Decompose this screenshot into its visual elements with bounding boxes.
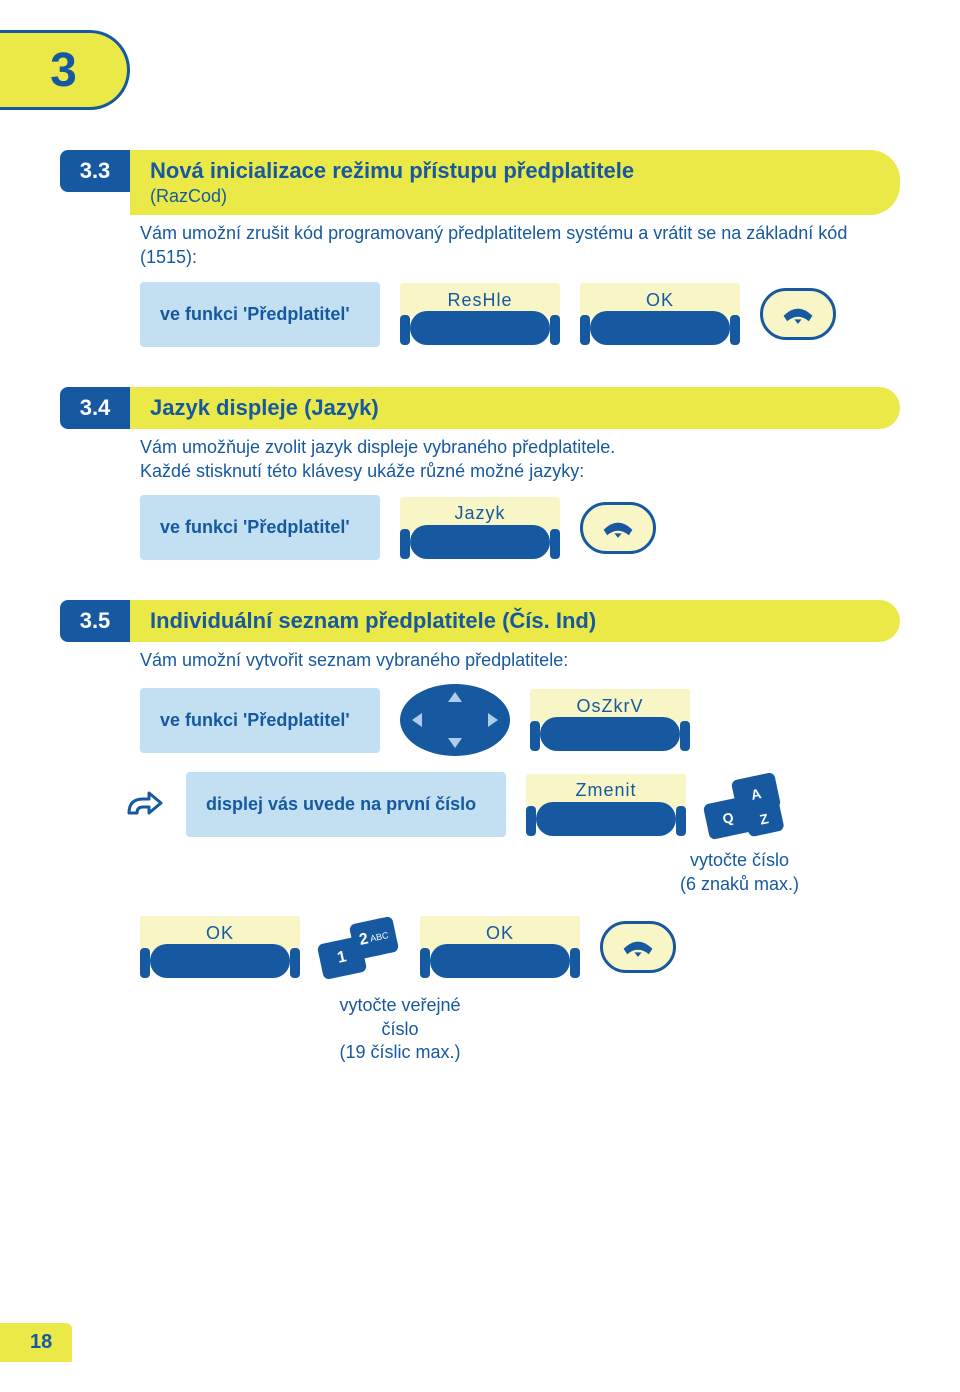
softkey-oszkrv[interactable]: OsZkrV	[530, 689, 690, 751]
arrow-right-icon	[120, 782, 166, 828]
section-subtitle: (RazCod)	[150, 186, 870, 207]
note-dial-chars: vytočte číslo (6 znaků max.)	[680, 849, 799, 896]
instruction-row: ve funkci 'Předplatitel' ResHle OK	[140, 282, 900, 347]
section-3-5: 3.5 Individuální seznam předplatitele (Č…	[60, 600, 900, 1064]
dpad-button[interactable]	[400, 684, 510, 756]
key-z[interactable]: Z	[743, 801, 784, 838]
softkey-ok[interactable]: OK	[580, 283, 740, 345]
function-label: ve funkci 'Předplatitel'	[140, 495, 380, 560]
function-label: ve funkci 'Předplatitel'	[140, 688, 380, 753]
section-body: Vám umožňuje zvolit jazyk displeje vybra…	[140, 435, 900, 484]
section-number: 3.5	[60, 600, 130, 642]
instruction-row: displej vás uvede na první číslo Zmenit …	[120, 772, 900, 837]
section-title: Individuální seznam předplatitele (Čís. …	[150, 608, 870, 634]
page-content: 3.3 Nová inicializace režimu přístupu př…	[60, 150, 900, 1064]
chapter-tab: 3	[0, 30, 130, 110]
hangup-button[interactable]	[600, 921, 676, 973]
section-header: 3.3 Nová inicializace režimu přístupu př…	[60, 150, 900, 215]
section-3-4: 3.4 Jazyk displeje (Jazyk) Vám umožňuje …	[60, 387, 900, 561]
instruction-row: ve funkci 'Předplatitel' OsZkrV	[140, 684, 900, 756]
section-title: Nová inicializace režimu přístupu předpl…	[150, 158, 870, 184]
key-2[interactable]: 2ABC	[349, 916, 400, 960]
step-label: displej vás uvede na první číslo	[186, 772, 506, 837]
function-label: ve funkci 'Předplatitel'	[140, 282, 380, 347]
section-body: Vám umožní zrušit kód programovaný předp…	[140, 221, 900, 270]
section-body: Vám umožní vytvořit seznam vybraného pře…	[140, 648, 900, 672]
softkey-jazyk[interactable]: Jazyk	[400, 497, 560, 559]
softkey-reshle[interactable]: ResHle	[400, 283, 560, 345]
note-row: vytočte číslo (6 znaků max.)	[680, 849, 900, 896]
section-title: Jazyk displeje (Jazyk)	[150, 395, 870, 421]
section-number: 3.4	[60, 387, 130, 429]
section-title-pill: Jazyk displeje (Jazyk)	[130, 387, 900, 429]
section-header: 3.5 Individuální seznam předplatitele (Č…	[60, 600, 900, 642]
softkey-ok[interactable]: OK	[420, 916, 580, 978]
section-header: 3.4 Jazyk displeje (Jazyk)	[60, 387, 900, 429]
instruction-row: OK 1 2ABC OK	[140, 916, 900, 978]
instruction-row: ve funkci 'Předplatitel' Jazyk	[140, 495, 900, 560]
section-number: 3.3	[60, 150, 130, 192]
keypad-letters[interactable]: Q A Z	[706, 774, 786, 836]
hangup-button[interactable]	[760, 288, 836, 340]
hangup-button[interactable]	[580, 502, 656, 554]
section-title-pill: Nová inicializace režimu přístupu předpl…	[130, 150, 900, 215]
keypad-numbers[interactable]: 1 2ABC	[320, 916, 400, 978]
softkey-zmenit[interactable]: Zmenit	[526, 774, 686, 836]
section-title-pill: Individuální seznam předplatitele (Čís. …	[130, 600, 900, 642]
softkey-ok[interactable]: OK	[140, 916, 300, 978]
section-3-3: 3.3 Nová inicializace režimu přístupu př…	[60, 150, 900, 347]
page-number: 18	[0, 1323, 72, 1362]
note-dial-digits: vytočte veřejné číslo (19 číslic max.)	[300, 994, 500, 1064]
